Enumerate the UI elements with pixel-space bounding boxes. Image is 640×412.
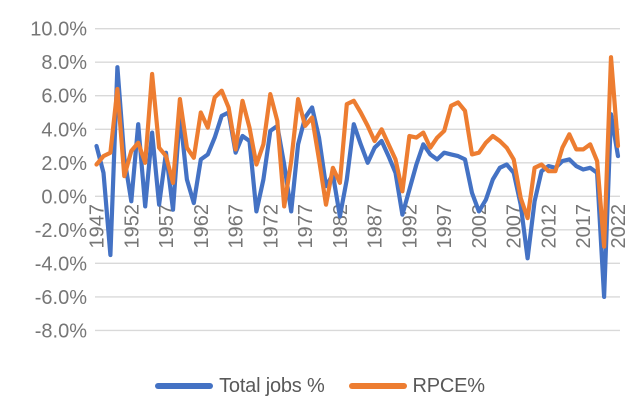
- y-axis-tick-label: -2.0%: [35, 220, 87, 242]
- x-axis-tick-label: 2002: [469, 204, 491, 249]
- series-line-rpce: [94, 55, 621, 249]
- x-axis-tick-label: 1957: [156, 204, 178, 249]
- x-axis-tick-label: 1977: [295, 204, 317, 249]
- y-axis-tick-label: 2.0%: [41, 153, 87, 175]
- y-axis-tick-label: 6.0%: [41, 86, 87, 108]
- x-axis-tick-label: 2017: [573, 204, 595, 249]
- x-axis-tick-label: 1992: [399, 204, 421, 249]
- x-axis-tick-label: 2012: [539, 204, 561, 249]
- x-axis-tick-label: 2022: [608, 204, 630, 249]
- y-axis-tick-label: 4.0%: [41, 119, 87, 141]
- x-axis-tick-label: 1952: [121, 204, 143, 249]
- x-axis-tick-label: 1967: [226, 204, 248, 249]
- x-axis-tick-label: 1962: [191, 204, 213, 249]
- x-axis-tick-label: 1997: [434, 204, 456, 249]
- legend: Total jobs % RPCE%: [0, 371, 640, 401]
- x-axis-tick-label: 1987: [365, 204, 387, 249]
- legend-label-total-jobs: Total jobs %: [219, 374, 325, 397]
- y-axis-tick-label: 8.0%: [41, 52, 87, 74]
- y-axis-tick-label: -6.0%: [35, 287, 87, 309]
- legend-item-rpce: RPCE%: [348, 374, 486, 398]
- y-axis-tick-label: 10.0%: [30, 19, 87, 41]
- legend-label-rpce: RPCE%: [412, 374, 486, 397]
- x-axis-tick-label: 1982: [330, 204, 352, 249]
- legend-item-total-jobs: Total jobs %: [155, 374, 325, 398]
- x-axis-tick-label: 1947: [87, 204, 109, 249]
- y-axis-tick-label: 0.0%: [41, 186, 87, 208]
- x-axis-tick-label: 1972: [260, 204, 282, 249]
- legend-swatch-rpce: [348, 383, 407, 389]
- y-axis-tick-label: -8.0%: [35, 320, 87, 342]
- series-line-total-jobs: [94, 65, 621, 299]
- y-axis-tick-label: -4.0%: [35, 253, 87, 275]
- legend-swatch-total-jobs: [155, 383, 214, 389]
